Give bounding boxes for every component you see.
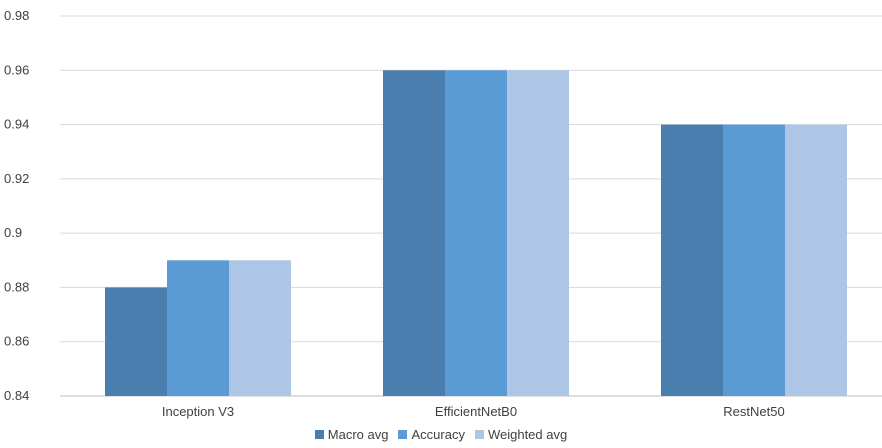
legend: Macro avg Accuracy Weighted avg [0,427,882,442]
y-tick-label: 0.9 [4,225,22,240]
legend-label-weighted-avg: Weighted avg [487,427,568,442]
legend-item-accuracy: Accuracy [398,427,465,442]
y-tick-label: 0.96 [4,62,29,77]
y-tick-label: 0.94 [4,117,29,132]
bar [723,124,785,397]
y-tick-label: 0.84 [4,388,29,403]
bar [167,260,229,396]
bar [229,260,291,396]
bar [507,70,569,397]
legend-item-macro-avg: Macro avg [314,427,389,442]
legend-label-accuracy: Accuracy [411,427,465,442]
legend-swatch-accuracy [398,430,408,439]
y-tick-label: 0.86 [4,334,29,349]
bar [105,287,167,396]
bar [785,124,847,397]
bar [383,70,445,397]
y-tick-label: 0.88 [4,279,29,294]
legend-item-weighted-avg: Weighted avg [474,427,568,442]
y-tick-label: 0.98 [4,8,29,23]
legend-label-macro-avg: Macro avg [327,427,389,442]
x-category-label: EfficientNetB0 [435,404,517,419]
bar [661,124,723,397]
x-category-label: Inception V3 [162,404,234,419]
y-tick-label: 0.92 [4,171,29,186]
legend-swatch-weighted-avg [474,430,484,439]
x-category-label: RestNet50 [723,404,784,419]
legend-swatch-macro-avg [314,430,324,439]
bar [445,70,507,397]
